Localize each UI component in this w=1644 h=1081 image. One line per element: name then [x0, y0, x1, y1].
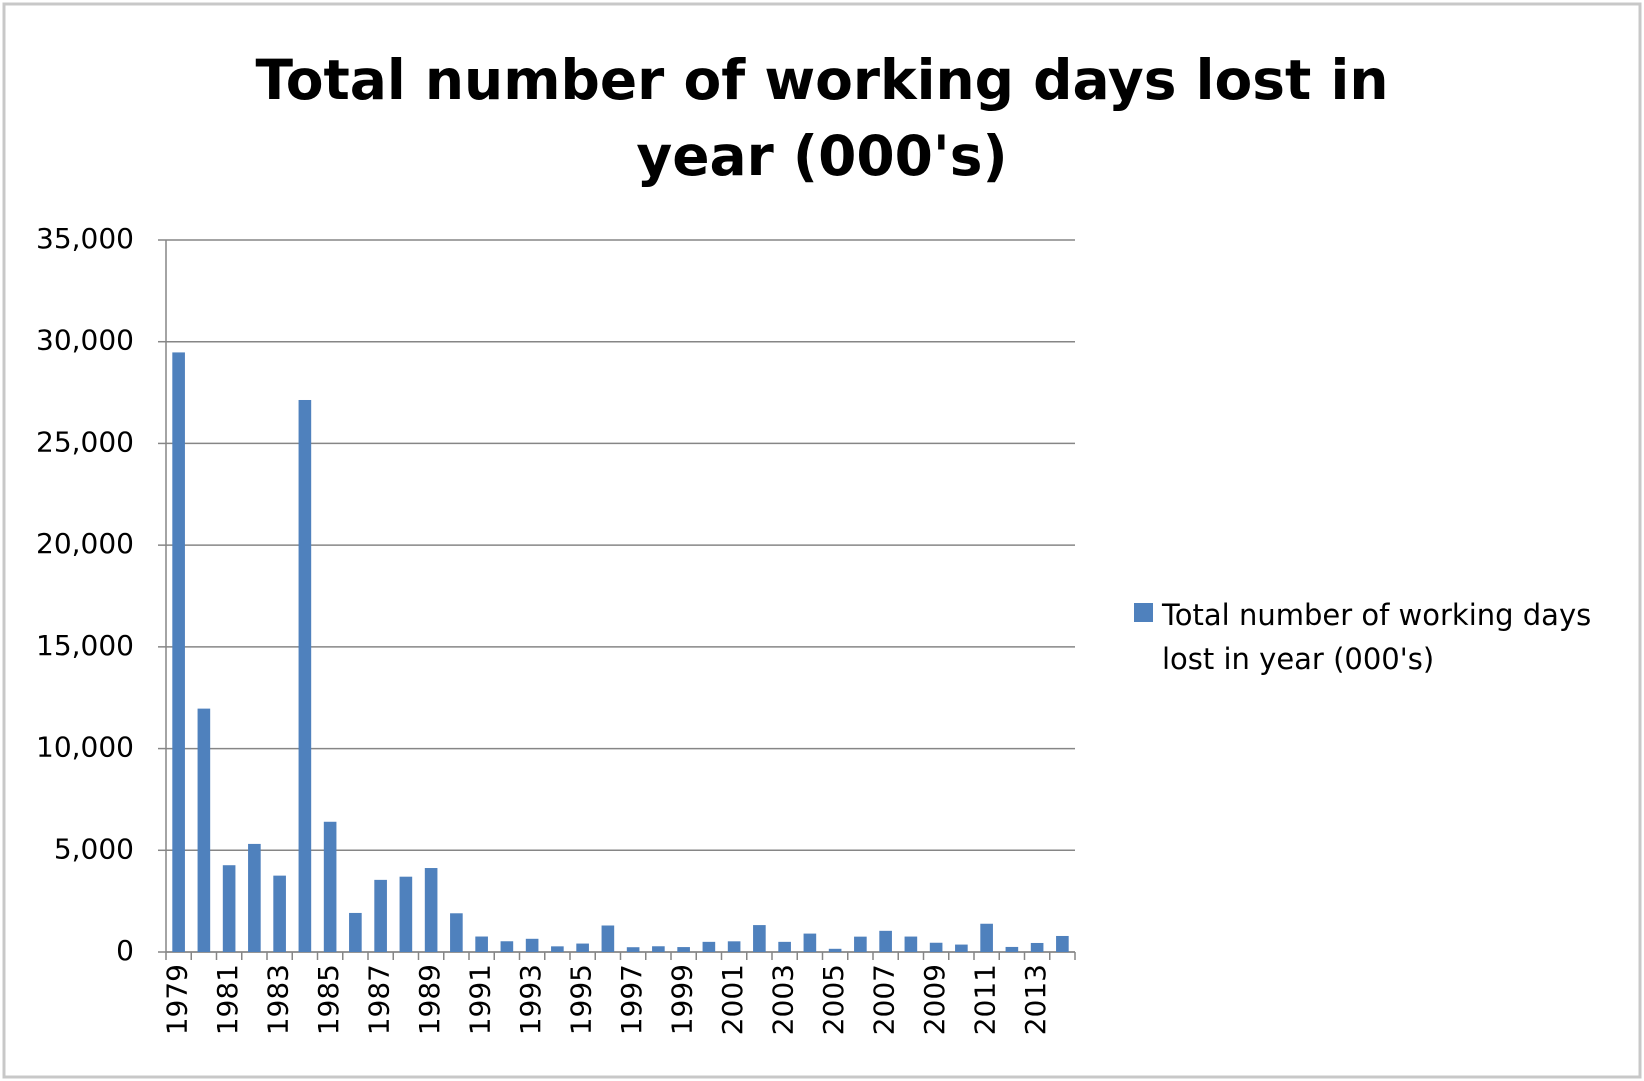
- bar: [879, 930, 892, 952]
- legend-label: Total number of working days lost in yea…: [1162, 598, 1592, 676]
- bar: [500, 941, 514, 952]
- bar: [601, 925, 615, 952]
- y-tick-label: 30,000: [36, 324, 134, 357]
- bar: [702, 941, 716, 952]
- bar: [576, 943, 589, 952]
- x-tick-label: 2005: [817, 964, 850, 1035]
- bar: [854, 936, 867, 952]
- y-tick-label: 20,000: [36, 527, 134, 560]
- x-tick-label: 1989: [413, 964, 446, 1035]
- bar: [677, 947, 690, 952]
- bar: [323, 821, 337, 952]
- bar: [450, 913, 463, 952]
- bar: [172, 352, 185, 952]
- x-tick-label: 2011: [969, 964, 1002, 1035]
- bar: [399, 876, 413, 952]
- bar: [197, 708, 211, 952]
- bar: [525, 938, 539, 952]
- legend-swatch: [1134, 603, 1153, 622]
- bar: [475, 936, 488, 952]
- bar: [1056, 935, 1069, 952]
- x-tick-label: 1995: [565, 964, 598, 1035]
- bar: [298, 399, 312, 952]
- bar: [778, 941, 791, 952]
- x-tick-label: 2009: [918, 964, 951, 1035]
- bar: [248, 843, 261, 952]
- y-tick-label: 10,000: [36, 731, 134, 764]
- bar: [727, 941, 741, 952]
- y-tick-label: 15,000: [36, 629, 134, 662]
- bar: [1005, 946, 1019, 952]
- bar: [753, 925, 766, 952]
- bar: [803, 933, 817, 952]
- bar: [551, 946, 564, 952]
- x-tick-label: 2007: [868, 964, 901, 1035]
- bar: [349, 912, 362, 952]
- bar: [1030, 942, 1044, 952]
- y-tick-label: 0: [116, 934, 134, 967]
- bar: [980, 923, 993, 952]
- bar: [374, 879, 387, 952]
- x-tick-label: 1981: [211, 964, 244, 1035]
- x-tick-label: 1979: [161, 964, 194, 1035]
- x-tick-label: 1983: [262, 964, 295, 1035]
- bar: [929, 942, 943, 952]
- bar: [955, 944, 968, 952]
- bar: [652, 946, 665, 952]
- x-tick-label: 1999: [666, 964, 699, 1035]
- chart-title: Total number of working days lost in yea…: [255, 48, 1389, 188]
- x-tick-label: 2001: [716, 964, 749, 1035]
- bar: [222, 865, 236, 952]
- x-tick-label: 1991: [464, 964, 497, 1035]
- y-tick-label: 5,000: [54, 832, 134, 865]
- x-tick-label: 1993: [514, 964, 547, 1035]
- bar: [904, 936, 918, 952]
- bar: [273, 875, 286, 952]
- x-tick-label: 2013: [1019, 964, 1052, 1035]
- x-tick-label: 2003: [767, 964, 800, 1035]
- bar: [626, 947, 640, 952]
- x-tick-label: 1985: [312, 964, 345, 1035]
- bar: [828, 948, 842, 952]
- x-tick-label: 1987: [363, 964, 396, 1035]
- x-tick-label: 1997: [615, 964, 648, 1035]
- y-tick-label: 25,000: [36, 425, 134, 458]
- y-tick-label: 35,000: [36, 222, 134, 255]
- bar: [424, 868, 438, 952]
